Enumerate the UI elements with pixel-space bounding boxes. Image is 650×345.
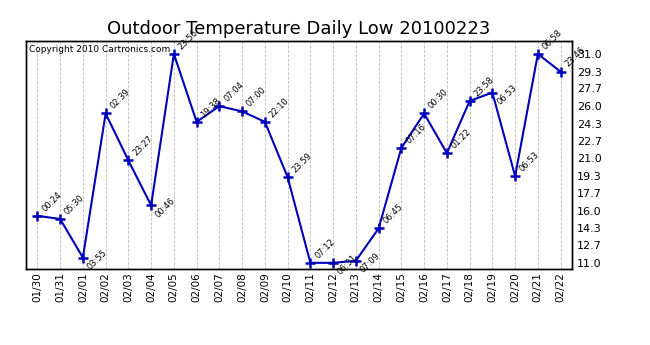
Text: 06:31: 06:31	[336, 253, 359, 277]
Text: 01:22: 01:22	[450, 127, 473, 150]
Text: 07:16: 07:16	[404, 122, 428, 145]
Text: 23:46: 23:46	[564, 46, 587, 69]
Text: Copyright 2010 Cartronics.com: Copyright 2010 Cartronics.com	[29, 45, 170, 54]
Text: 23:27: 23:27	[131, 134, 155, 158]
Text: 06:58: 06:58	[541, 28, 564, 51]
Text: 06:53: 06:53	[518, 150, 541, 173]
Text: 05:30: 05:30	[63, 193, 86, 216]
Text: 23:56: 23:56	[177, 28, 200, 51]
Text: 23:59: 23:59	[291, 151, 314, 175]
Text: 07:04: 07:04	[222, 80, 246, 104]
Text: 07:00: 07:00	[245, 85, 268, 109]
Text: 06:45: 06:45	[382, 202, 405, 226]
Text: 19:38: 19:38	[200, 96, 223, 119]
Text: 07:12: 07:12	[313, 237, 337, 260]
Text: 00:24: 00:24	[40, 190, 63, 213]
Text: 02:39: 02:39	[109, 87, 132, 111]
Text: 03:55: 03:55	[86, 248, 109, 272]
Text: 23:58: 23:58	[473, 75, 496, 98]
Text: 00:30: 00:30	[427, 87, 450, 111]
Title: Outdoor Temperature Daily Low 20100223: Outdoor Temperature Daily Low 20100223	[107, 20, 491, 38]
Text: 00:46: 00:46	[154, 196, 177, 219]
Text: 06:53: 06:53	[495, 83, 519, 107]
Text: 22:10: 22:10	[268, 96, 291, 119]
Text: 07:09: 07:09	[359, 252, 382, 275]
